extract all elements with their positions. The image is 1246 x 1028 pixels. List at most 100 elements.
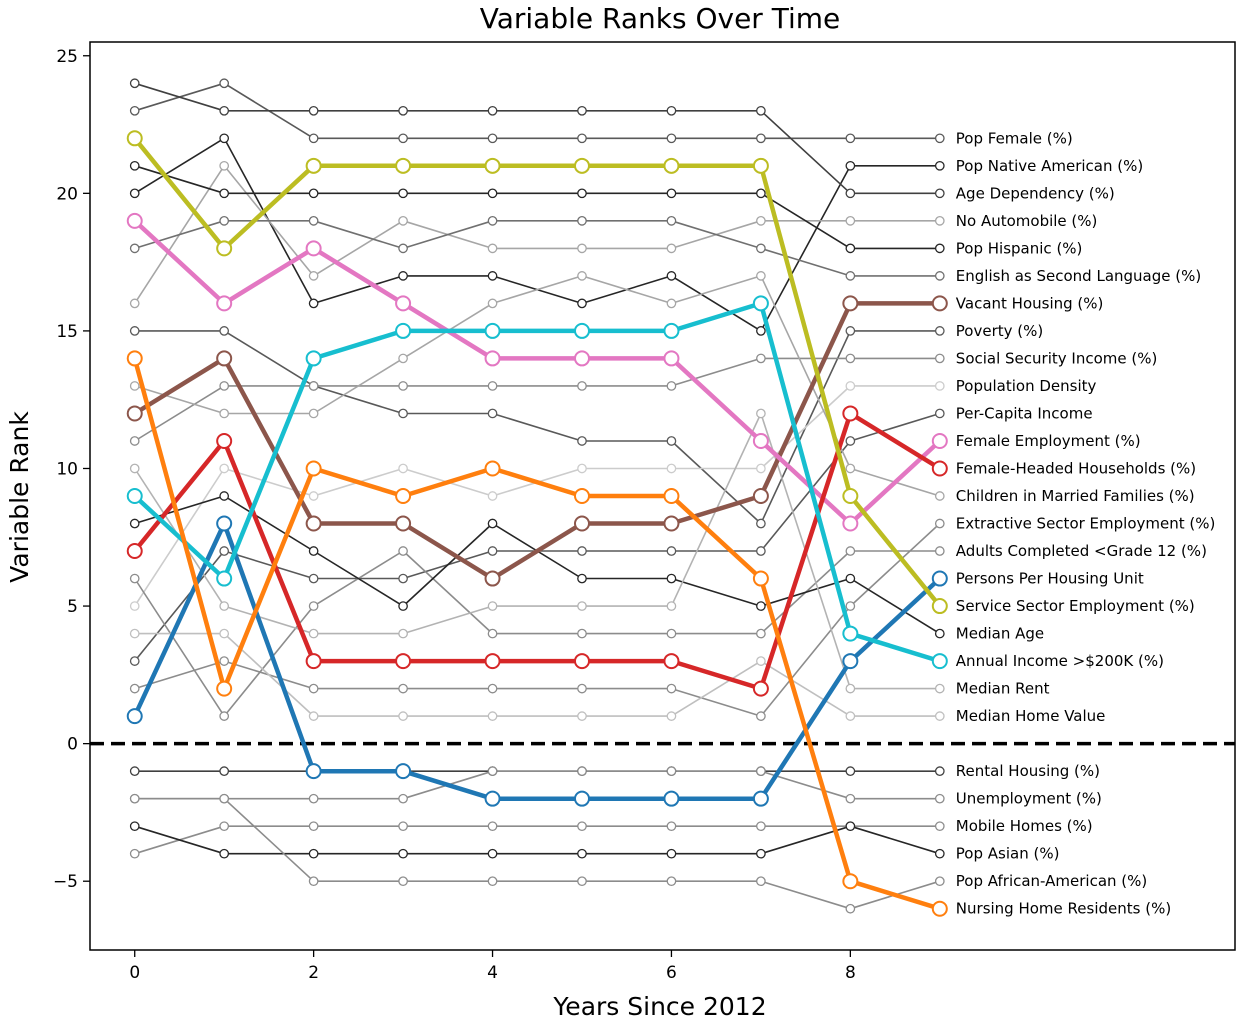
series-point <box>756 188 766 199</box>
series-point <box>219 491 230 501</box>
series-point <box>756 848 766 859</box>
series-point <box>577 848 587 859</box>
series-point <box>487 711 498 721</box>
series-point <box>931 570 948 587</box>
series-point <box>666 848 677 859</box>
series-point <box>842 873 859 890</box>
series-point <box>129 793 140 804</box>
series-point <box>398 133 408 144</box>
series-point <box>129 188 140 199</box>
y-tick-label: 0 <box>67 735 78 755</box>
series-point <box>934 381 945 391</box>
series-point <box>842 488 859 504</box>
series-label: Female Employment (%) <box>956 432 1141 450</box>
series-point <box>129 628 140 639</box>
series-point <box>577 463 587 474</box>
series-point <box>219 628 230 639</box>
series-point <box>663 790 680 807</box>
series-point <box>756 628 766 639</box>
series-point <box>577 215 587 226</box>
series-point <box>308 876 319 887</box>
series-point <box>573 350 590 367</box>
series-point <box>308 271 319 281</box>
series-label: No Automobile (%) <box>956 212 1098 230</box>
series-point <box>308 821 319 832</box>
series-point <box>129 518 140 529</box>
series-point <box>308 491 319 501</box>
series-point <box>756 243 766 254</box>
series-point <box>752 680 769 697</box>
series-point <box>663 322 680 339</box>
series-point <box>487 408 498 419</box>
series-lines <box>90 82 1235 911</box>
series-point <box>845 133 856 144</box>
series-point <box>219 326 230 336</box>
series-point <box>219 188 230 199</box>
series-point <box>308 381 319 391</box>
series-point <box>487 876 498 887</box>
series-point <box>752 488 769 504</box>
series-point <box>398 188 408 199</box>
series-point <box>756 271 766 281</box>
series-point <box>845 243 856 254</box>
series-point <box>398 215 408 226</box>
series-point <box>663 515 680 532</box>
series-point <box>573 157 590 174</box>
series-point <box>129 463 140 474</box>
series-point <box>845 683 856 694</box>
series-label: Children in Married Families (%) <box>956 487 1195 505</box>
series-label: Pop African-American (%) <box>956 872 1147 890</box>
series-point <box>484 653 501 670</box>
series-point <box>756 353 766 364</box>
y-tick-label: 5 <box>67 597 78 617</box>
series-point <box>756 105 766 116</box>
series-point <box>845 160 856 171</box>
series-label: Rental Housing (%) <box>956 762 1100 780</box>
series-point <box>398 601 408 611</box>
series-point <box>216 295 233 312</box>
series-label: Service Sector Employment (%) <box>956 597 1195 615</box>
series-point <box>398 243 408 254</box>
series-point <box>219 601 230 611</box>
series-point <box>756 215 766 226</box>
series-point <box>934 876 945 887</box>
series-point <box>666 628 677 639</box>
series-point <box>129 436 140 446</box>
series-point <box>305 763 322 780</box>
series-point <box>573 790 590 807</box>
series-point <box>129 601 140 611</box>
series-point <box>305 515 322 532</box>
series-point <box>663 488 680 504</box>
series-point <box>487 215 498 226</box>
series-point <box>308 848 319 859</box>
series-point <box>756 408 766 419</box>
series-label: Median Rent <box>956 680 1050 698</box>
series-point <box>487 683 498 694</box>
series-point <box>395 322 412 339</box>
series-point <box>934 408 945 419</box>
series-point <box>398 271 408 281</box>
series-point <box>666 243 677 254</box>
series-point <box>484 570 501 587</box>
series-point <box>126 212 143 229</box>
series-point <box>842 515 859 532</box>
series-point <box>845 271 856 281</box>
series-point <box>129 381 140 391</box>
series-point <box>487 271 498 281</box>
series-label: English as Second Language (%) <box>956 267 1201 285</box>
series-point <box>395 295 412 312</box>
series-line <box>134 220 940 277</box>
series-point <box>845 326 856 336</box>
series-point <box>756 656 766 666</box>
series-point <box>931 900 948 917</box>
series-point <box>577 133 587 144</box>
series-point <box>752 295 769 312</box>
series-point <box>305 350 322 367</box>
series-line <box>133 301 940 581</box>
series-point <box>934 160 945 171</box>
series-point <box>308 188 319 199</box>
x-tick-label: 6 <box>666 963 677 983</box>
series-point <box>666 105 677 116</box>
series-point <box>756 601 766 611</box>
series-point <box>845 381 856 391</box>
